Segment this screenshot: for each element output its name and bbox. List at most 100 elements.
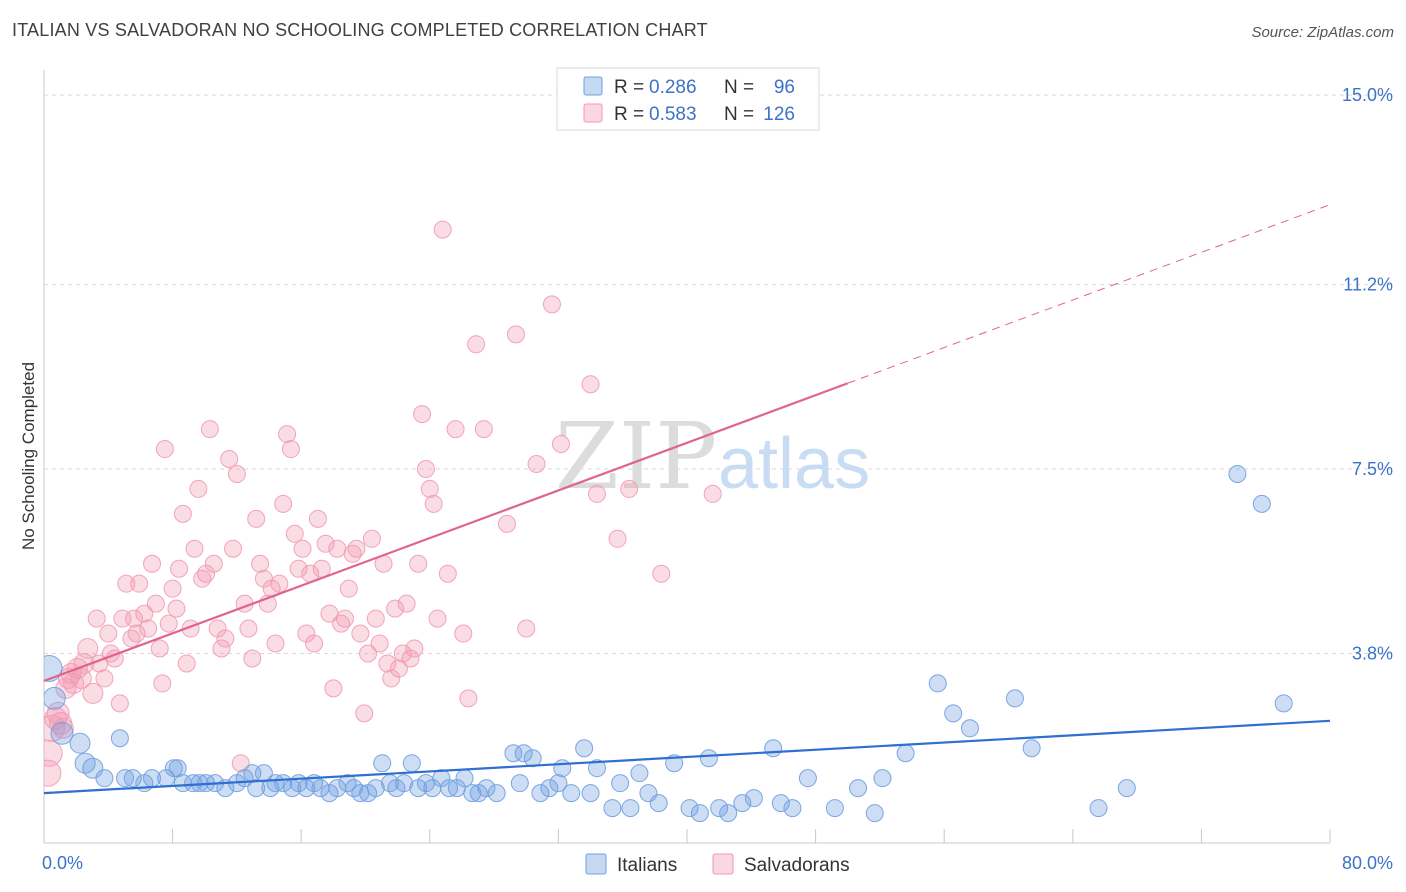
- legend-salvadorans-n-value: 126: [763, 104, 795, 125]
- salvadorans-point: [424, 494, 443, 513]
- italians-point: [771, 794, 790, 813]
- salvadorans-point: [117, 574, 136, 593]
- italians-point: [184, 774, 203, 793]
- salvadorans-point: [405, 639, 424, 658]
- italians-point: [630, 764, 649, 783]
- salvadorans-point: [77, 638, 99, 660]
- italians-point: [1022, 739, 1041, 758]
- salvadorans-point: [150, 639, 169, 658]
- salvadorans-point: [220, 450, 239, 469]
- italians-point: [504, 744, 523, 763]
- y-tick-label-0: 3.8%: [1352, 643, 1393, 663]
- legend-salvadorans-swatch: [583, 103, 603, 123]
- trend-lines: [43, 204, 1331, 795]
- italians-point: [873, 769, 892, 788]
- salvadorans-point: [328, 539, 347, 558]
- italians-point: [680, 799, 699, 818]
- salvadorans-point: [474, 420, 493, 439]
- y-tick-label-2: 11.2%: [1343, 274, 1393, 294]
- x-tick-label-0: 0.0%: [42, 853, 83, 873]
- salvadorans-point: [467, 335, 486, 354]
- salvadorans-point: [216, 629, 235, 648]
- salvadorans-point: [155, 440, 174, 459]
- y-axis-label: No Schooling Completed: [19, 362, 38, 550]
- salvadorans-point: [703, 484, 722, 503]
- x-tick-labels: 0.0% 80.0%: [42, 853, 1393, 873]
- italians-point: [928, 674, 947, 693]
- y-tick-label-1: 7.5%: [1352, 459, 1393, 479]
- legend-italians-n-label: N =: [724, 77, 754, 98]
- italians-point: [1252, 494, 1271, 513]
- salvadorans-point: [293, 539, 312, 558]
- italians-point: [649, 794, 668, 813]
- legend-italians-r-label: R =: [614, 77, 644, 98]
- italians-point: [487, 784, 506, 803]
- salvadorans-point: [200, 420, 219, 439]
- italians-point: [44, 686, 66, 710]
- salvadorans-point: [197, 564, 216, 583]
- italians-point: [1228, 464, 1247, 483]
- salvadorans-point: [401, 649, 420, 668]
- italians-point: [825, 799, 844, 818]
- italians-point: [477, 779, 496, 798]
- salvadorans-point: [274, 494, 293, 513]
- salvadorans-point: [46, 701, 70, 725]
- salvadorans-point: [212, 639, 231, 658]
- italians-point: [540, 779, 559, 798]
- salvadorans-point: [324, 679, 343, 698]
- salvadorans-trend-extension: [847, 204, 1331, 384]
- italians-point: [247, 779, 266, 798]
- salvadorans-point: [305, 634, 324, 653]
- salvadorans-point: [370, 634, 389, 653]
- salvadorans-point: [243, 649, 262, 668]
- salvadorans-point: [289, 559, 308, 578]
- italians-point: [1005, 689, 1024, 708]
- salvadorans-point: [82, 682, 104, 704]
- italians-point: [690, 804, 709, 823]
- italians-point: [168, 759, 187, 778]
- salvadorans-point: [459, 689, 478, 708]
- salvadorans-point: [316, 534, 335, 553]
- legend-italians-r-value: 0.286: [649, 77, 697, 98]
- italians-point: [710, 799, 729, 818]
- salvadorans-point: [163, 579, 182, 598]
- italians-trend-line: [43, 719, 1331, 795]
- salvadorans-point: [608, 529, 627, 548]
- watermark: ZIP atlas: [555, 403, 870, 510]
- italians-point: [733, 794, 752, 813]
- legend-italians-n-value: 96: [774, 77, 795, 98]
- italians-point: [896, 744, 915, 763]
- italians-point: [944, 704, 963, 723]
- italians-point: [523, 749, 542, 768]
- legend-italians-marker: [585, 853, 607, 875]
- italians-point: [432, 769, 451, 788]
- y-tick-labels: 3.8% 7.5% 11.2% 15.0%: [1342, 85, 1393, 664]
- x-tick-label-1: 80.0%: [1342, 853, 1393, 873]
- italians-point: [440, 779, 459, 798]
- stats-legend: R = 0.286 N = 96 R = 0.583 N = 126: [556, 67, 820, 131]
- salvadorans-point: [652, 564, 671, 583]
- italians-point: [1274, 694, 1293, 713]
- salvadorans-point: [620, 479, 639, 498]
- italians-point: [611, 774, 630, 793]
- salvadorans-point: [247, 509, 266, 528]
- salvadorans-point: [146, 594, 165, 613]
- italians-point: [402, 754, 421, 773]
- legend-salvadorans-r-value: 0.583: [649, 104, 697, 125]
- italians-point: [1089, 799, 1108, 818]
- italians-point: [116, 769, 135, 788]
- salvadorans-point: [551, 435, 570, 454]
- salvadorans-point: [135, 604, 154, 623]
- salvadorans-point: [44, 714, 66, 742]
- legend-salvadorans-n-label: N =: [724, 104, 754, 125]
- salvadorans-point: [239, 619, 258, 638]
- salvadorans-point: [397, 594, 416, 613]
- italians-point: [531, 784, 550, 803]
- salvadorans-point: [527, 454, 546, 473]
- salvadorans-point: [278, 425, 297, 444]
- salvadorans-point: [339, 579, 358, 598]
- salvadorans-point: [389, 659, 408, 678]
- italians-point: [621, 799, 640, 818]
- salvadorans-point: [87, 609, 106, 628]
- legend-italians-label: Italians: [617, 855, 677, 876]
